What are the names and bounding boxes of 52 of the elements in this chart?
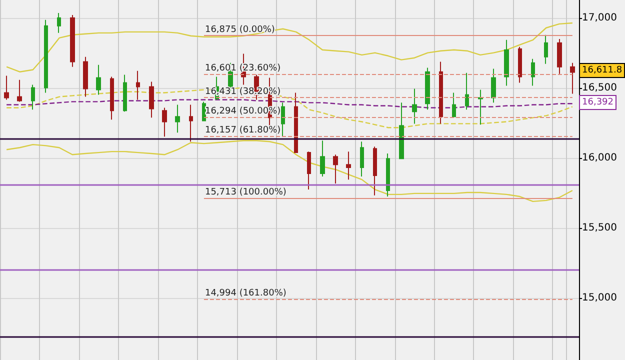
candlestick <box>557 38 562 74</box>
candlestick <box>491 68 496 104</box>
ref-line-label: 16,875 (0.00%) <box>204 24 275 35</box>
candlestick <box>70 14 75 68</box>
candlestick <box>57 12 61 34</box>
candlestick <box>531 58 535 86</box>
candlestick <box>425 67 430 110</box>
candlestick <box>96 64 101 96</box>
candlestick <box>544 34 548 64</box>
candlestick <box>281 102 285 138</box>
candlestick <box>570 62 575 94</box>
candlestick <box>412 88 417 124</box>
candlestick <box>110 76 114 120</box>
candlestick <box>452 92 456 118</box>
candlestick <box>175 104 180 134</box>
candlestick <box>386 153 390 198</box>
text: 16,611.8 <box>582 66 622 76</box>
candlestick <box>44 19 48 94</box>
candlestick <box>333 154 338 184</box>
text: 16,392 <box>582 98 614 108</box>
y-tick-label: 16,000 <box>582 152 617 164</box>
ref-line-label: 15,713 (100.00%) <box>204 188 286 198</box>
candlestick <box>123 74 127 112</box>
candlestick <box>4 75 9 100</box>
line-series <box>6 140 574 202</box>
candlestick <box>294 92 298 154</box>
candlestick <box>360 141 364 177</box>
candlestick <box>504 39 509 86</box>
candlestick <box>346 151 351 180</box>
candlestick <box>373 146 377 196</box>
y-tick-label: 17,000 <box>582 12 617 24</box>
candlestick <box>136 70 140 100</box>
candlestick <box>17 79 22 102</box>
candlestick <box>399 102 404 160</box>
candlestick <box>320 140 325 177</box>
candlestick <box>83 56 88 98</box>
ref-line-label: 14,994 (161.80%) <box>204 288 286 298</box>
line-series <box>6 99 574 108</box>
candlestick <box>149 81 154 118</box>
candlestick <box>31 84 35 110</box>
y-tick-label: 15,500 <box>582 222 617 234</box>
candlestick <box>478 89 483 126</box>
candlestick <box>465 72 469 110</box>
candlestick <box>307 151 311 190</box>
y-tick-label: 15,000 <box>582 292 617 304</box>
candlestick <box>162 107 167 138</box>
candlestick <box>189 104 193 142</box>
line-series <box>6 22 574 72</box>
y-tick-label: 16,500 <box>582 82 617 94</box>
candlestick <box>439 61 443 124</box>
ref-line-label: 16,157 (61.80%) <box>204 126 281 136</box>
candlestick <box>518 46 522 84</box>
